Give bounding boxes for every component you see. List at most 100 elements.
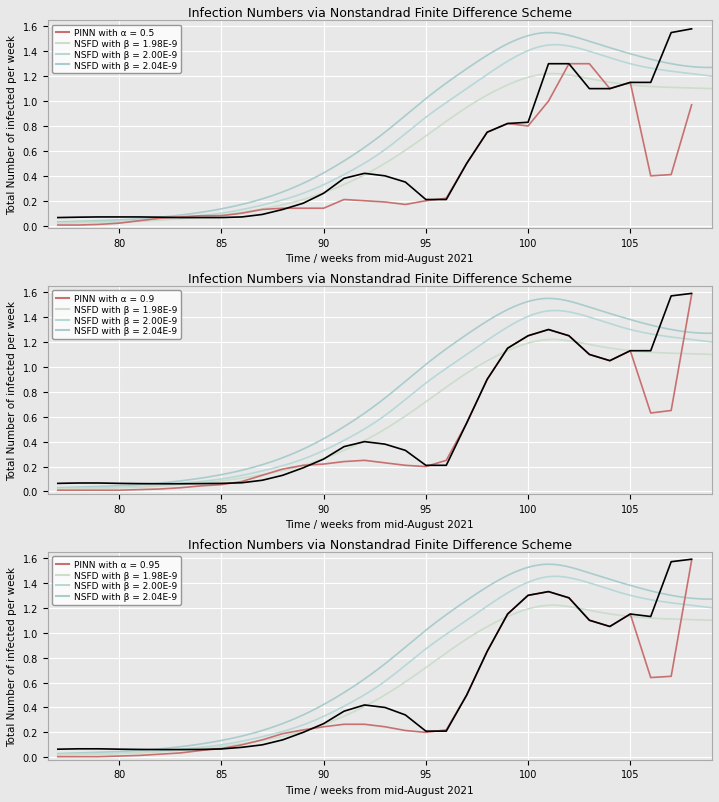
NSFD with β = 2.04E-9 xyxy=(607,575,615,585)
PINN with α = 0.95 xyxy=(442,725,451,735)
PINN with α = 0.9 xyxy=(646,409,655,419)
Line: NSFD with β = 2.04E-9: NSFD with β = 2.04E-9 xyxy=(58,565,712,754)
PINN with α = 0.5 xyxy=(483,128,492,138)
PINN with α = 0.9 xyxy=(196,481,205,491)
PINN with α = 0.95 xyxy=(156,749,165,759)
Line: NSFD with β = 2.04E-9: NSFD with β = 2.04E-9 xyxy=(58,299,712,488)
PINN with α = 0.5 xyxy=(626,79,635,88)
PINN with α = 0.95 xyxy=(217,743,226,753)
PINN with α = 0.5 xyxy=(340,196,349,205)
PINN with α = 0.9 xyxy=(176,484,185,493)
PINN with α = 0.9 xyxy=(503,344,512,354)
PINN with α = 0.5 xyxy=(380,198,389,208)
Line: NSFD with β = 1.98E-9: NSFD with β = 1.98E-9 xyxy=(58,606,712,755)
PINN with α = 0.5 xyxy=(401,200,410,210)
NSFD with β = 2.04E-9 xyxy=(707,63,716,73)
PINN with α = 0.9 xyxy=(237,477,246,487)
NSFD with β = 2.04E-9 xyxy=(441,611,449,621)
PINN with α = 0.9 xyxy=(523,331,532,341)
NSFD with β = 2.04E-9 xyxy=(55,218,64,228)
NSFD with β = 1.98E-9 xyxy=(707,616,716,626)
PINN with α = 0.95 xyxy=(176,748,185,758)
PINN with α = 0.95 xyxy=(237,740,246,750)
NSFD with β = 2.00E-9 xyxy=(443,363,452,373)
Line: NSFD with β = 1.98E-9: NSFD with β = 1.98E-9 xyxy=(58,340,712,489)
Title: Infection Numbers via Nonstandrad Finite Difference Scheme: Infection Numbers via Nonstandrad Finite… xyxy=(188,273,572,286)
NSFD with β = 2.00E-9 xyxy=(441,630,449,640)
PINN with α = 0.5 xyxy=(135,217,144,226)
PINN with α = 0.9 xyxy=(544,326,553,335)
NSFD with β = 2.04E-9 xyxy=(707,329,716,338)
PINN with α = 0.5 xyxy=(319,205,328,214)
X-axis label: Time / weeks from mid-August 2021: Time / weeks from mid-August 2021 xyxy=(285,520,474,529)
NSFD with β = 2.04E-9 xyxy=(441,346,449,355)
PINN with α = 0.95 xyxy=(646,673,655,683)
PINN with α = 0.5 xyxy=(94,221,103,230)
NSFD with β = 2.04E-9 xyxy=(607,44,615,54)
NSFD with β = 1.98E-9 xyxy=(649,614,657,623)
NSFD with β = 2.00E-9 xyxy=(443,98,452,107)
NSFD with β = 1.98E-9 xyxy=(607,344,615,354)
NSFD with β = 2.00E-9 xyxy=(454,91,462,100)
PINN with α = 0.95 xyxy=(74,752,83,762)
NSFD with β = 2.00E-9 xyxy=(550,306,559,316)
PINN with α = 0.95 xyxy=(626,610,635,619)
NSFD with β = 1.98E-9 xyxy=(443,382,452,391)
NSFD with β = 2.04E-9 xyxy=(454,336,462,346)
PINN with α = 0.95 xyxy=(278,729,287,739)
NSFD with β = 1.98E-9 xyxy=(53,484,62,494)
PINN with α = 0.95 xyxy=(667,671,675,681)
PINN with α = 0.95 xyxy=(605,622,614,631)
NSFD with β = 2.04E-9 xyxy=(443,79,452,88)
Legend: PINN with α = 0.95, NSFD with β = 1.98E-9, NSFD with β = 2.00E-9, NSFD with β = : PINN with α = 0.95, NSFD with β = 1.98E-… xyxy=(52,557,180,606)
PINN with α = 0.9 xyxy=(626,346,635,356)
X-axis label: Time / weeks from mid-August 2021: Time / weeks from mid-August 2021 xyxy=(285,254,474,264)
NSFD with β = 2.00E-9 xyxy=(607,320,615,330)
PINN with α = 0.5 xyxy=(217,212,226,221)
NSFD with β = 2.00E-9 xyxy=(607,585,615,595)
NSFD with β = 1.98E-9 xyxy=(607,79,615,88)
PINN with α = 0.9 xyxy=(401,461,410,471)
PINN with α = 0.9 xyxy=(585,350,594,360)
NSFD with β = 2.00E-9 xyxy=(441,99,449,109)
PINN with α = 0.5 xyxy=(299,205,308,214)
NSFD with β = 1.98E-9 xyxy=(607,610,615,619)
NSFD with β = 1.98E-9 xyxy=(454,640,462,650)
Y-axis label: Total Number of infected per week: Total Number of infected per week xyxy=(7,301,17,480)
Y-axis label: Total Number of infected per week: Total Number of infected per week xyxy=(7,566,17,746)
NSFD with β = 2.04E-9 xyxy=(443,610,452,619)
NSFD with β = 1.98E-9 xyxy=(454,109,462,119)
NSFD with β = 1.98E-9 xyxy=(443,647,452,657)
PINN with α = 0.95 xyxy=(687,556,696,565)
PINN with α = 0.9 xyxy=(605,356,614,366)
PINN with α = 0.95 xyxy=(523,591,532,601)
PINN with α = 0.5 xyxy=(156,214,165,224)
NSFD with β = 2.04E-9 xyxy=(454,71,462,80)
PINN with α = 0.5 xyxy=(503,119,512,129)
PINN with α = 0.9 xyxy=(156,484,165,494)
NSFD with β = 2.04E-9 xyxy=(53,218,62,228)
NSFD with β = 1.98E-9 xyxy=(443,116,452,126)
PINN with α = 0.5 xyxy=(237,209,246,219)
PINN with α = 0.5 xyxy=(196,212,205,221)
NSFD with β = 2.00E-9 xyxy=(707,72,716,82)
PINN with α = 0.5 xyxy=(360,196,369,206)
NSFD with β = 1.98E-9 xyxy=(55,750,64,759)
PINN with α = 0.95 xyxy=(196,746,205,755)
PINN with α = 0.95 xyxy=(115,751,124,761)
NSFD with β = 2.04E-9 xyxy=(454,602,462,611)
PINN with α = 0.95 xyxy=(319,722,328,731)
NSFD with β = 2.04E-9 xyxy=(441,80,449,90)
NSFD with β = 2.00E-9 xyxy=(454,356,462,366)
NSFD with β = 2.00E-9 xyxy=(55,218,64,228)
NSFD with β = 1.98E-9 xyxy=(707,350,716,360)
NSFD with β = 2.04E-9 xyxy=(649,322,657,331)
NSFD with β = 2.00E-9 xyxy=(550,41,559,51)
PINN with α = 0.9 xyxy=(421,462,430,472)
PINN with α = 0.95 xyxy=(421,727,430,737)
Line: NSFD with β = 2.00E-9: NSFD with β = 2.00E-9 xyxy=(58,577,712,754)
PINN with α = 0.9 xyxy=(278,464,287,474)
PINN with α = 0.5 xyxy=(564,60,573,70)
NSFD with β = 2.00E-9 xyxy=(55,484,64,493)
NSFD with β = 2.00E-9 xyxy=(707,338,716,347)
